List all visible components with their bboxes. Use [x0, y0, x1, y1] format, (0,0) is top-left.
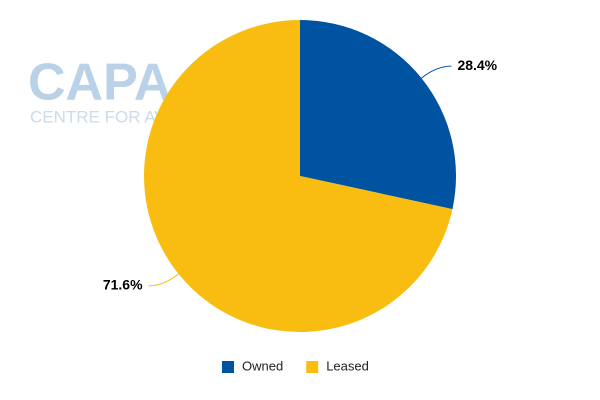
legend-swatch	[222, 361, 234, 373]
pie-slice	[300, 20, 456, 210]
pie-slice	[143, 20, 453, 332]
data-label: 71.6%	[103, 277, 143, 293]
data-label: 28.4%	[457, 57, 497, 73]
legend-label: Leased	[326, 358, 369, 373]
leader-line	[421, 65, 452, 79]
watermark-logo: CAPA	[28, 54, 171, 112]
leader-line	[148, 273, 179, 287]
legend-swatch	[306, 361, 319, 373]
legend-label: Owned	[242, 358, 283, 373]
